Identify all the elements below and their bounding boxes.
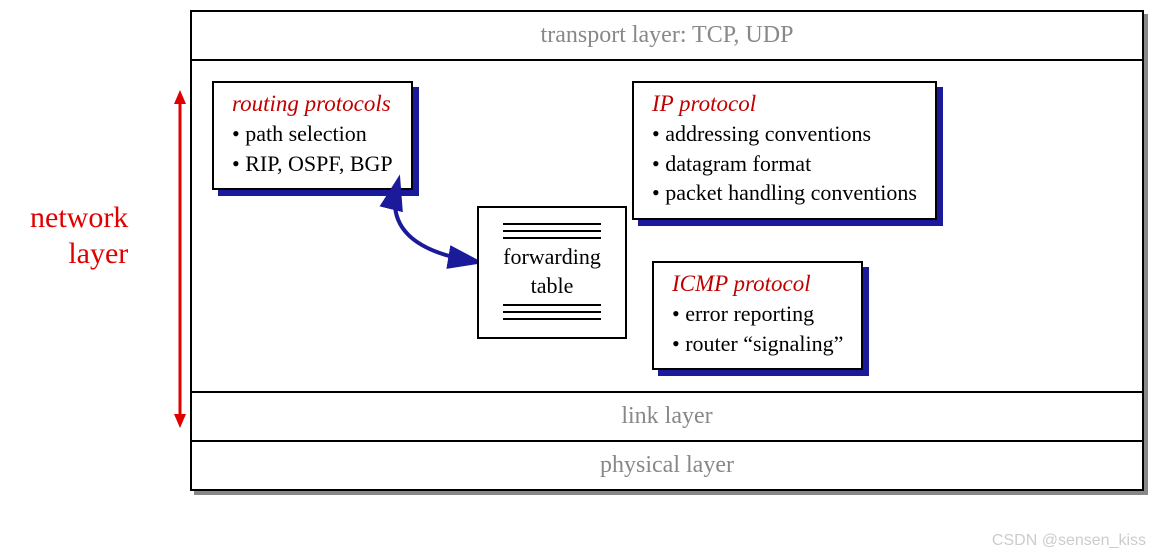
physical-layer: physical layer bbox=[192, 442, 1142, 489]
transport-layer: transport layer: TCP, UDP bbox=[192, 12, 1142, 61]
ftable-line1: forwarding bbox=[495, 244, 609, 269]
vertical-arrow-icon bbox=[172, 90, 188, 428]
icmp-item-0: • error reporting bbox=[672, 299, 843, 329]
icmp-title: ICMP protocol bbox=[672, 271, 843, 297]
curved-arrow-icon bbox=[362, 171, 492, 281]
ip-item-1: • datagram format bbox=[652, 149, 917, 179]
routing-title: routing protocols bbox=[232, 91, 393, 117]
transport-layer-text: transport layer: TCP, UDP bbox=[541, 22, 794, 48]
ip-title: IP protocol bbox=[652, 91, 917, 117]
network-layer-label: network layer bbox=[30, 200, 128, 272]
network-layer: routing protocols • path selection • RIP… bbox=[192, 61, 1142, 393]
ftable-line2: table bbox=[495, 273, 609, 298]
ip-item-2: • packet handling conventions bbox=[652, 178, 917, 208]
routing-item-0: • path selection bbox=[232, 119, 393, 149]
network-label-line2: layer bbox=[68, 237, 128, 270]
layer-stack: transport layer: TCP, UDP routing protoc… bbox=[190, 10, 1144, 491]
link-layer-text: link layer bbox=[621, 403, 712, 429]
link-layer: link layer bbox=[192, 393, 1142, 442]
forwarding-table: forwarding table bbox=[477, 206, 627, 339]
physical-layer-text: physical layer bbox=[600, 452, 734, 478]
watermark: CSDN @sensen_kiss bbox=[992, 532, 1146, 550]
ip-protocol-box: IP protocol • addressing conventions • d… bbox=[632, 81, 937, 220]
ip-item-0: • addressing conventions bbox=[652, 119, 917, 149]
icmp-protocol-box: ICMP protocol • error reporting • router… bbox=[652, 261, 863, 370]
icmp-item-1: • router “signaling” bbox=[672, 329, 843, 359]
network-label-line1: network bbox=[30, 201, 128, 234]
